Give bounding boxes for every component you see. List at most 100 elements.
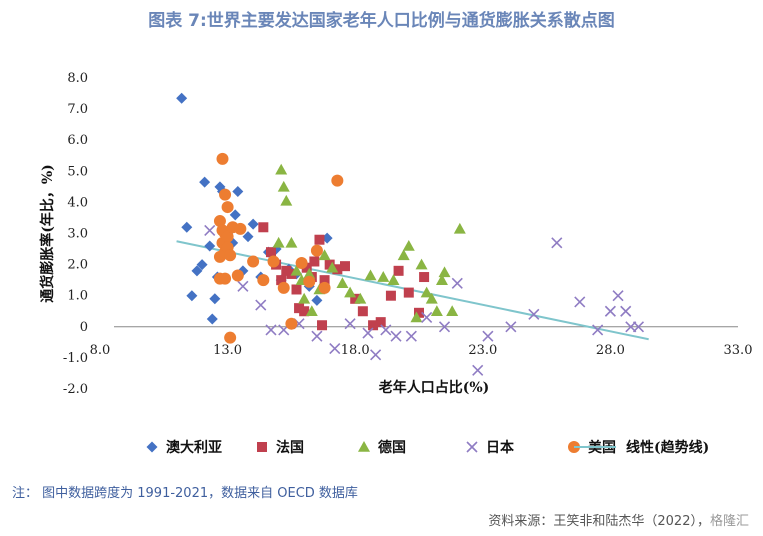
data-point [446,305,459,317]
data-point [290,264,303,276]
data-point [242,231,254,243]
x-tick-label: 33.0 [724,343,753,358]
y-tick-label: 7.0 [67,102,88,117]
data-point [209,293,221,305]
data-point [258,222,269,233]
data-point [390,330,402,342]
data-point [299,306,310,317]
data-point [219,272,232,285]
data-point [267,255,280,268]
legend-label: 日本 [486,439,515,456]
data-point [421,311,433,324]
data-point [402,239,415,251]
data-point [505,321,517,333]
data-point [291,284,302,295]
data-point [311,330,323,342]
data-point [385,290,396,301]
source-text: 资料来源：王笑非和陆杰华（2022）， [488,514,710,529]
data-point [318,281,331,294]
y-tick-label: 6.0 [67,133,88,148]
watermark-text: 格隆汇 [709,514,749,529]
data-point [377,271,390,282]
y-tick-label: -2.0 [63,382,88,397]
data-point [612,290,624,302]
data-point [329,343,341,355]
data-point [281,265,292,276]
data-point [216,152,229,165]
data-point [326,261,339,273]
data-point [213,215,226,228]
data-point [415,258,428,270]
data-point [592,324,604,336]
data-point [604,305,616,317]
y-tick-label: 5.0 [67,164,88,179]
data-point [219,188,232,201]
data-point [318,249,331,261]
data-point [368,320,379,331]
data-point [311,294,323,306]
data-point [387,274,400,285]
data-point [317,320,328,331]
data-point [410,311,423,323]
data-point [294,303,305,314]
source-credit: 资料来源：王笑非和陆杰华（2022），格隆汇 [488,510,749,529]
data-point [186,290,198,302]
data-point [357,306,368,317]
data-point [632,321,645,333]
x-axis-label: 老年人口占比(%) [379,379,490,396]
data-point [277,180,290,192]
legend-label: 线性(趋势线) [626,439,709,456]
data-point [301,262,312,273]
y-tick-label: 1.0 [67,289,88,304]
y-axis-label: 通货膨胀率(年比，%) [39,164,56,303]
data-point [354,292,367,304]
data-point [350,293,361,304]
data-point [414,307,424,318]
data-point [438,266,451,278]
data-point [257,274,270,287]
footnote: 注： 图中数据跨度为 1991-2021，数据来自 OECD 数据库 [12,486,358,501]
data-point [231,269,244,282]
data-point [425,292,438,304]
data-point [332,264,343,275]
data-point [310,244,323,257]
data-point [204,224,216,236]
y-tick-label: 0 [80,320,88,335]
x-tick-label: 23.0 [468,343,497,358]
data-point [196,259,208,271]
data-point [229,209,241,221]
data-point [331,174,344,187]
data-point [620,305,632,317]
data-point [275,163,288,175]
legend-marker [146,441,158,453]
scatter-chart: -2.0 -1.0 0 1.0 2.0 3.0 4.0 5.0 6.0 7.0 8.0 8.0 13.0… [39,71,752,456]
data-point [272,236,285,248]
data-point [237,280,249,292]
data-point [362,327,374,339]
data-point [370,349,382,361]
data-point [232,186,244,198]
data-point [336,277,349,289]
data-point [420,286,433,298]
data-points [176,92,649,376]
data-point [277,281,290,294]
data-point [221,230,234,243]
axes: -2.0 -1.0 0 1.0 2.0 3.0 4.0 5.0 6.0 7.0 8.0 8.0 13.0… [39,71,752,397]
data-point [528,308,540,320]
data-point [298,292,311,304]
legend-label: 德国 [378,439,406,456]
data-point [276,275,287,286]
data-point [405,330,417,342]
data-point [224,249,237,262]
y-tick-label: 8.0 [67,71,88,86]
data-point [181,221,193,233]
data-point [435,274,448,285]
data-point [265,247,276,258]
data-point [234,222,247,235]
data-point [303,267,316,279]
data-point [324,259,335,270]
data-point [176,92,188,104]
data-point [199,176,211,188]
data-point [397,249,410,261]
y-tick-label: 3.0 [67,227,88,242]
